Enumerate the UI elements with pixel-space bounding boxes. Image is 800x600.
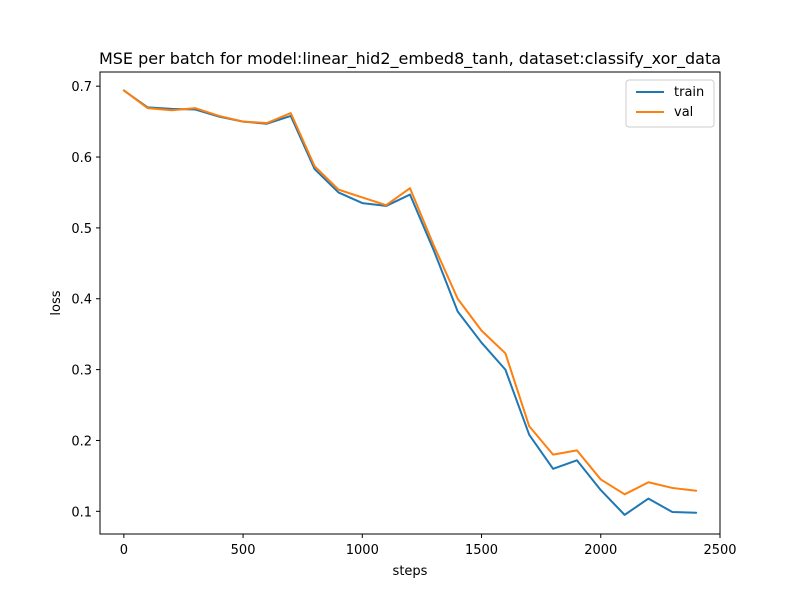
y-tick-label: 0.6 — [71, 151, 92, 166]
y-tick-label: 0.7 — [71, 80, 92, 95]
x-tick-label: 1500 — [465, 543, 498, 558]
series-layer — [122, 89, 698, 516]
y-tick-label: 0.3 — [71, 364, 92, 379]
x-tick-label: 0 — [120, 543, 128, 558]
y-tick-label: 0.1 — [71, 505, 92, 520]
legend-label-train: train — [674, 85, 704, 100]
plot-area — [99, 71, 721, 535]
y-axis: 0.1 0.2 0.3 0.4 0.5 0.6 0.7 — [71, 80, 100, 520]
x-tick-label: 1000 — [346, 543, 379, 558]
series-line-val — [122, 89, 698, 496]
x-tick-label: 2500 — [703, 543, 736, 558]
legend: train val — [625, 79, 715, 128]
y-tick-label: 0.2 — [71, 434, 92, 449]
x-axis: 0 500 1000 1500 2000 2500 — [120, 534, 737, 558]
legend-label-val: val — [674, 105, 693, 120]
y-axis-label: loss — [49, 290, 64, 315]
y-tick-label: 0.4 — [71, 293, 92, 308]
x-tick-label: 2000 — [584, 543, 617, 558]
plot-frame — [99, 71, 721, 535]
y-tick-label: 0.5 — [71, 222, 92, 237]
x-axis-label: steps — [393, 564, 428, 579]
chart-title: MSE per batch for model:linear_hid2_embe… — [99, 49, 721, 69]
x-tick-label: 500 — [231, 543, 256, 558]
